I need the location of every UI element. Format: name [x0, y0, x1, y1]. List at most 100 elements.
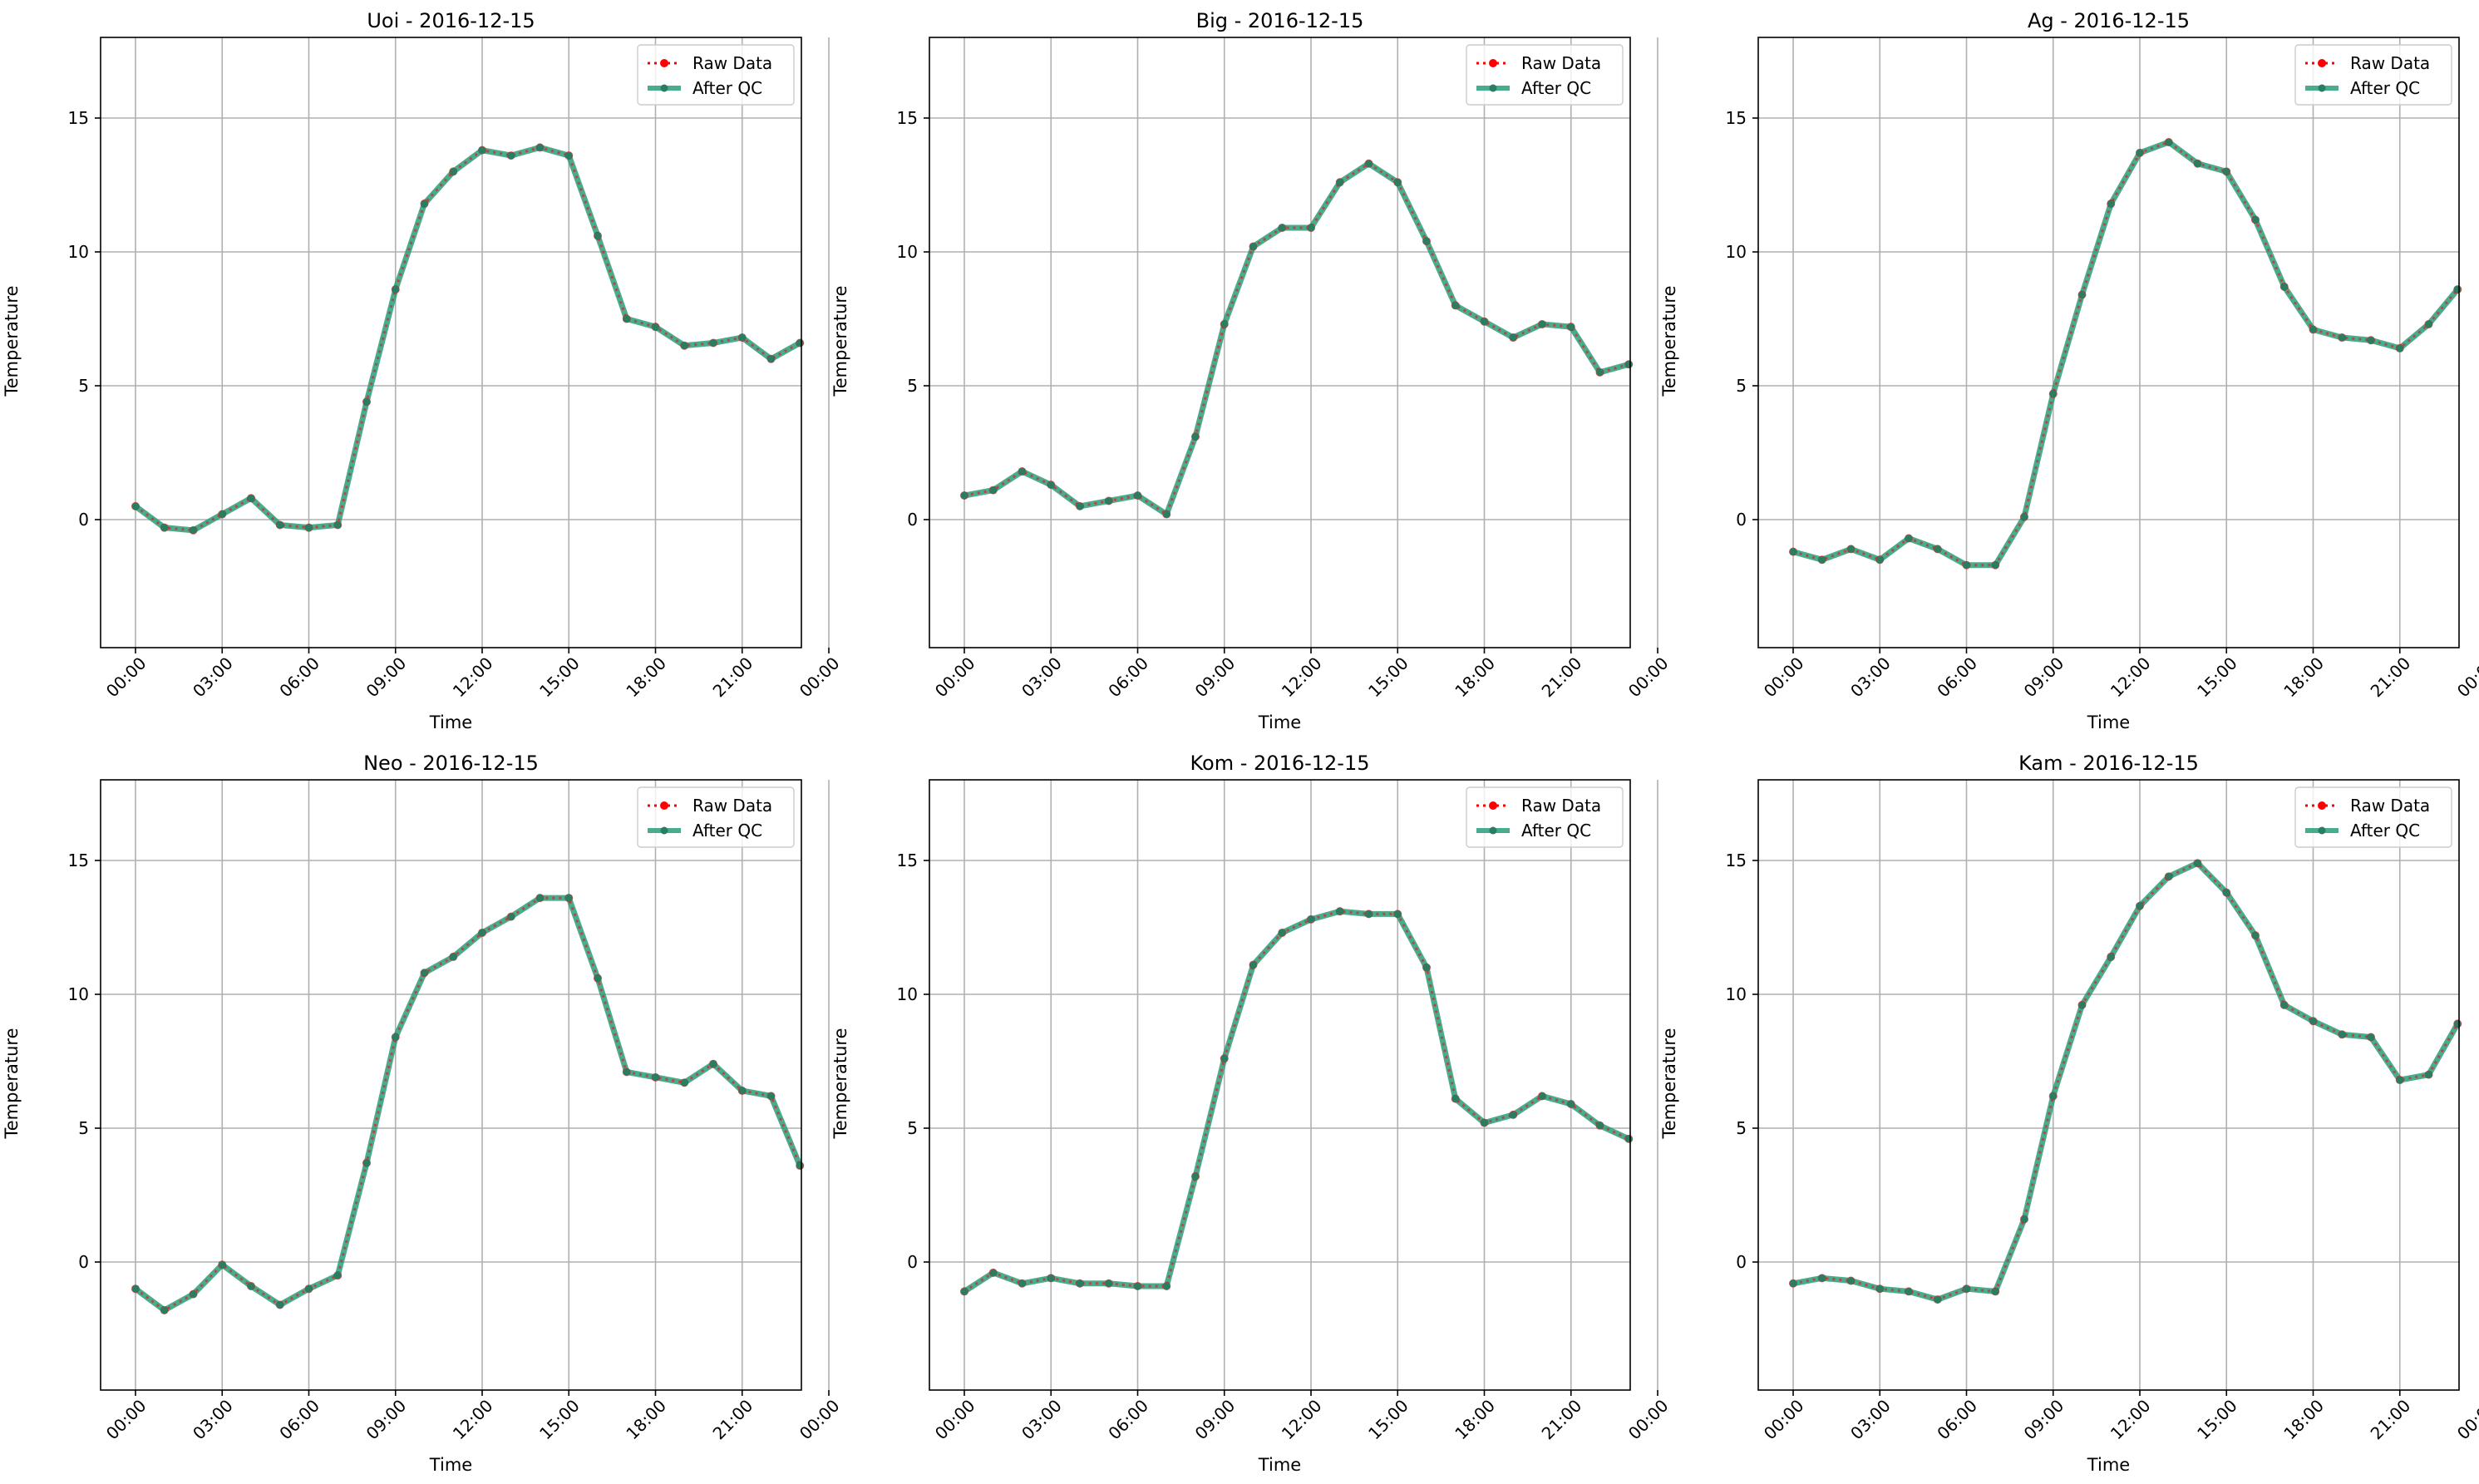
y-tick-label: 15: [1726, 108, 1747, 128]
legend-marker-raw-data: [2318, 801, 2326, 810]
point-after-qc: [1567, 323, 1575, 331]
legend-marker-after-qc: [2318, 84, 2326, 92]
y-tick-label: 10: [68, 242, 89, 262]
legend-label-raw-data: Raw Data: [1521, 796, 1601, 816]
y-tick-label: 0: [78, 1252, 89, 1272]
point-after-qc: [2309, 1017, 2317, 1025]
x-axis-label: Time: [429, 712, 472, 732]
point-after-qc: [1451, 301, 1460, 309]
point-after-qc: [1481, 318, 1488, 326]
x-tick-label: 15:00: [535, 653, 584, 702]
subplot-title: Kom - 2016-12-15: [1190, 752, 1370, 775]
x-tick-label: 00:00: [1624, 653, 1673, 702]
x-tick-label: 18:00: [2279, 653, 2328, 702]
point-after-qc: [1818, 1274, 1826, 1282]
point-after-qc: [1134, 1282, 1141, 1290]
point-after-qc: [796, 338, 804, 347]
x-tick-label: 18:00: [1451, 653, 1499, 702]
point-after-qc: [392, 1033, 400, 1042]
point-after-qc: [1451, 1095, 1460, 1103]
legend: Raw Data After QC: [637, 44, 795, 106]
x-tick-label: 00:00: [931, 1396, 979, 1444]
point-after-qc: [2020, 1215, 2028, 1223]
point-after-qc: [449, 167, 457, 175]
legend-label-raw-data: Raw Data: [692, 53, 772, 73]
y-tick-label: 0: [907, 510, 918, 530]
y-tick-label: 15: [68, 108, 89, 128]
legend: Raw Data After QC: [2294, 786, 2452, 848]
legend-label-raw-data: Raw Data: [692, 796, 772, 816]
x-tick-label: 03:00: [1018, 653, 1066, 702]
y-axis-label: Temperature: [830, 285, 850, 397]
x-tick-label: 00:00: [2453, 653, 2479, 702]
legend-marker-raw-data: [660, 801, 668, 810]
y-tick-label: 15: [897, 850, 918, 870]
point-after-qc: [564, 151, 573, 160]
y-tick-label: 15: [897, 108, 918, 128]
point-after-qc: [247, 1282, 255, 1290]
point-after-qc: [796, 1161, 804, 1170]
x-tick-label: 00:00: [796, 1396, 844, 1444]
x-tick-label: 21:00: [1538, 1396, 1586, 1444]
point-after-qc: [362, 397, 371, 406]
y-tick-label: 0: [1736, 510, 1747, 530]
point-after-qc: [2165, 138, 2173, 146]
point-after-qc: [1875, 1284, 1884, 1293]
subplot-0: 0 5 10 15 00:00 03:00 06:00 09:00 12:00 15:00 18:0…: [2, 9, 844, 732]
legend-label-raw-data: Raw Data: [2350, 53, 2430, 73]
point-after-qc: [709, 1060, 717, 1068]
x-tick-label: 21:00: [2367, 653, 2415, 702]
y-axis-label: Temperature: [830, 1028, 850, 1139]
series-line-raw-data: [964, 161, 1629, 516]
point-after-qc: [623, 1067, 631, 1076]
point-after-qc: [2251, 931, 2260, 939]
point-after-qc: [1307, 915, 1315, 924]
point-after-qc: [276, 520, 284, 529]
point-after-qc: [392, 285, 400, 293]
x-tick-label: 03:00: [189, 653, 237, 702]
point-after-qc: [2078, 291, 2086, 299]
y-tick-label: 5: [907, 1118, 918, 1138]
point-after-qc: [160, 1306, 169, 1314]
point-after-qc: [507, 151, 515, 160]
subplot-2: 0 5 10 15 00:00 03:00 06:00 09:00 12:00 15:00 18:0…: [1659, 9, 2479, 732]
subplot-title: Kam - 2016-12-15: [2018, 752, 2199, 775]
y-tick-label: 10: [1726, 242, 1747, 262]
x-axis-label: Time: [1258, 1455, 1301, 1475]
point-after-qc: [1249, 961, 1257, 969]
x-tick-label: 15:00: [1364, 1396, 1412, 1444]
x-tick-label: 03:00: [1018, 1396, 1066, 1444]
point-after-qc: [131, 1284, 140, 1293]
point-after-qc: [2338, 333, 2346, 342]
point-after-qc: [2453, 1019, 2462, 1028]
legend-label-after-qc: After QC: [1521, 821, 1591, 841]
point-after-qc: [1047, 481, 1055, 489]
legend: Raw Data After QC: [637, 786, 795, 848]
axes-frame: [100, 779, 802, 1391]
point-after-qc: [1963, 1284, 1970, 1293]
legend-marker-after-qc: [1489, 84, 1497, 92]
point-after-qc: [1991, 1287, 1999, 1295]
point-after-qc: [1789, 548, 1797, 556]
y-tick-label: 0: [907, 1252, 918, 1272]
point-after-qc: [190, 526, 197, 535]
legend-marker-after-qc: [660, 84, 668, 92]
subplot-title: Big - 2016-12-15: [1196, 9, 1364, 32]
point-after-qc: [1905, 535, 1913, 543]
legend-marker-raw-data: [660, 59, 668, 67]
point-after-qc: [1934, 1295, 1942, 1304]
point-after-qc: [1018, 467, 1026, 476]
point-after-qc: [362, 1159, 371, 1167]
plot-area: [929, 37, 1630, 648]
point-after-qc: [1220, 1054, 1229, 1062]
point-after-qc: [2453, 285, 2462, 293]
point-after-qc: [2396, 344, 2404, 353]
point-after-qc: [1422, 964, 1431, 972]
axes-frame: [1757, 37, 2460, 648]
x-tick-label: 06:00: [1104, 1396, 1152, 1444]
point-after-qc: [1220, 320, 1229, 328]
x-tick-label: 06:00: [275, 653, 323, 702]
x-axis-label: Time: [429, 1455, 472, 1475]
point-after-qc: [1847, 545, 1855, 553]
